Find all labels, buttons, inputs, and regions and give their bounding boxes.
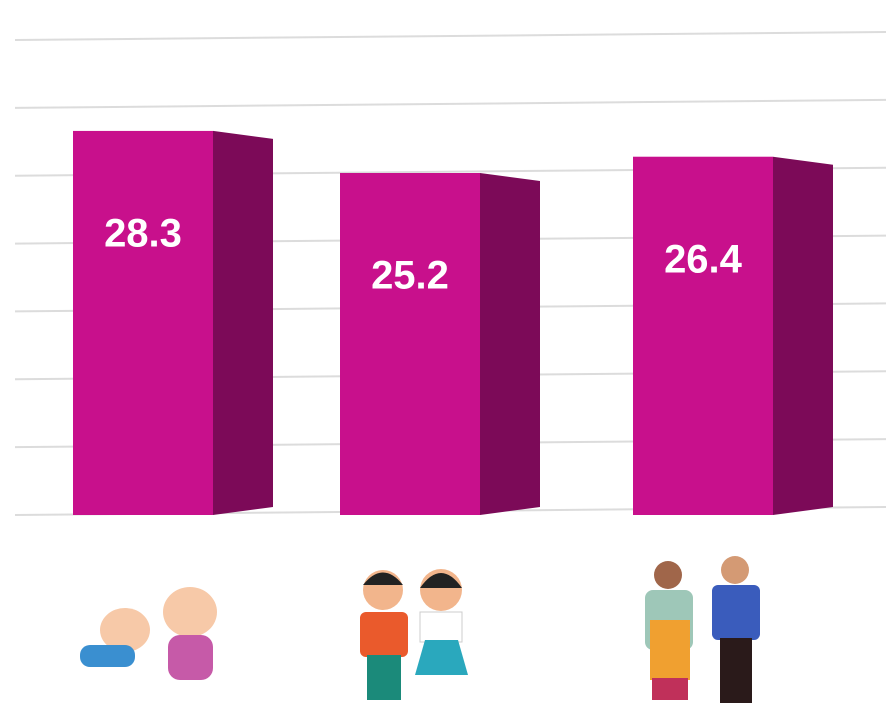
bar <box>633 157 773 515</box>
value-label: 26.4 <box>664 237 743 281</box>
grid-line <box>15 32 886 40</box>
bar-side <box>773 157 833 515</box>
bar <box>73 131 213 515</box>
adults-icon <box>645 556 760 703</box>
children-icon <box>360 569 468 700</box>
chart: 28.3 25.2 26.4 <box>0 0 886 708</box>
value-label: 25.2 <box>371 254 449 298</box>
bar-side <box>480 173 540 515</box>
bars: 28.3 25.2 26.4 <box>73 131 833 515</box>
grid-line <box>15 100 886 108</box>
bar <box>340 173 480 515</box>
value-label: 28.3 <box>104 211 182 255</box>
bar-side <box>213 131 273 515</box>
babies-icon <box>80 587 217 680</box>
